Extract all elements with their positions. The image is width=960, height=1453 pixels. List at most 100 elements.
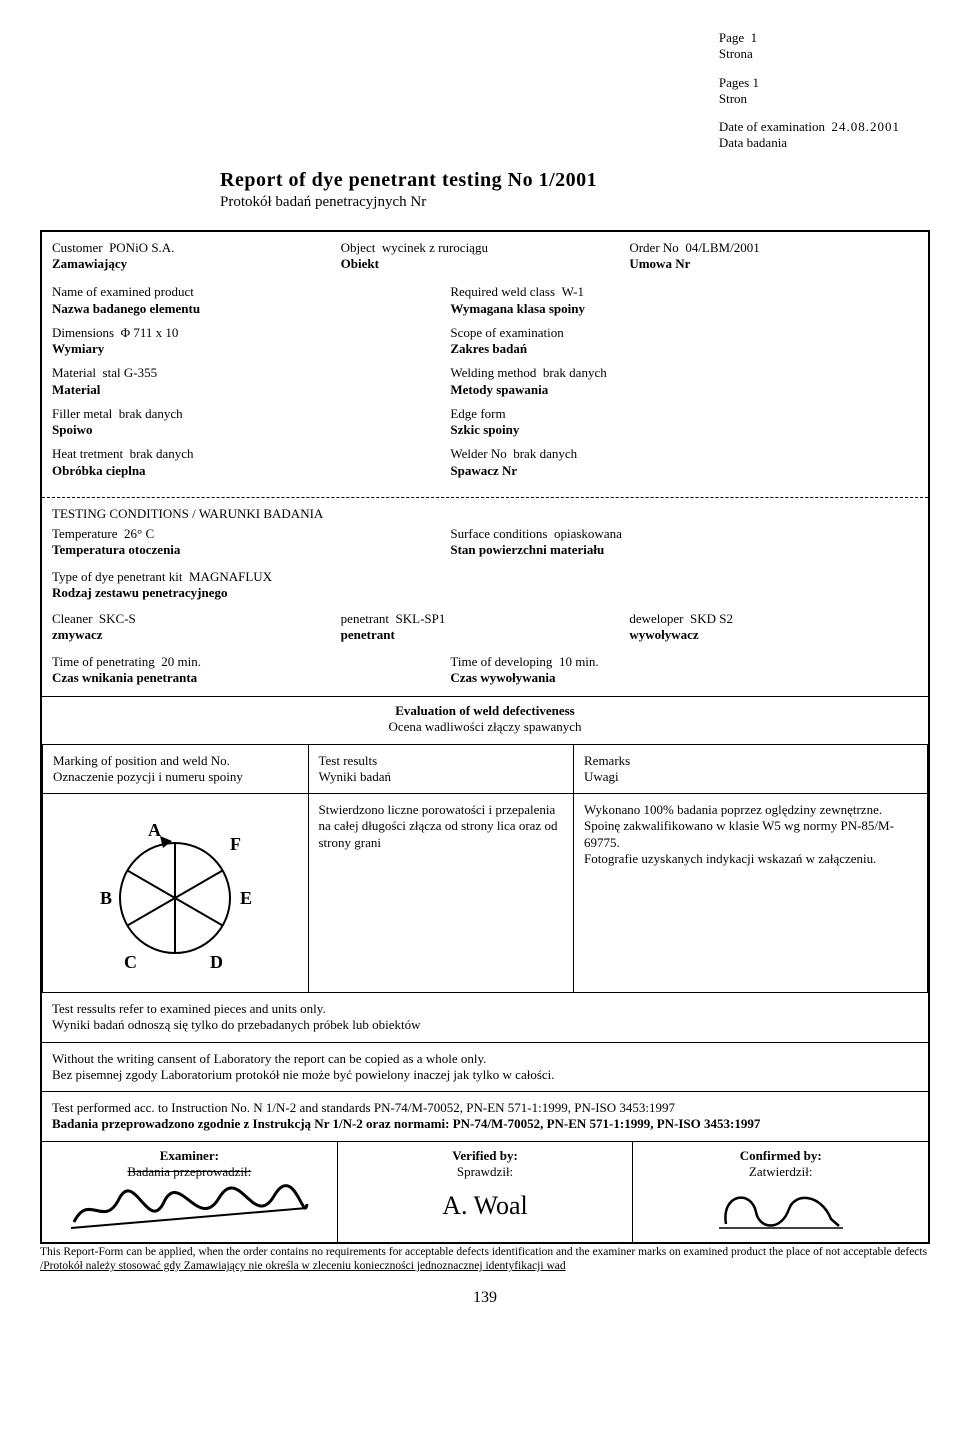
customer-en: Customer — [52, 240, 103, 255]
timedev-pl: Czas wywoływania — [450, 670, 918, 686]
table-row: A F B E C D Stwierdzono liczne porowatoś… — [43, 794, 928, 993]
timepen-en: Time of penetrating — [52, 654, 155, 669]
note-2: Without the writing cansent of Laborator… — [42, 1043, 928, 1092]
pen-pl: penetrant — [341, 627, 630, 643]
examiner-pl: Badania przeprowadził: — [127, 1164, 251, 1179]
report-box: Customer PONiO S.A. Zamawiający Object w… — [40, 230, 930, 1245]
filler-val: brak danych — [119, 406, 183, 421]
title-en: Report of dye penetrant testing No 1/200… — [220, 168, 930, 193]
timedev-en: Time of developing — [450, 654, 552, 669]
report-title: Report of dye penetrant testing No 1/200… — [220, 168, 930, 212]
col1-en: Marking of position and weld No. — [53, 753, 298, 769]
eval-title-pl: Ocena wadliwości złączy spawanych — [42, 719, 928, 735]
footnote: This Report-Form can be applied, when th… — [40, 1246, 930, 1274]
weldmethod-val: brak danych — [543, 365, 607, 380]
note2-pl: Bez pisemnej zgody Laboratorium protokół… — [52, 1067, 918, 1083]
diagram-label-c: C — [124, 952, 137, 972]
reqclass-val: W-1 — [562, 284, 584, 299]
page-number: 139 — [40, 1288, 930, 1308]
scope-en: Scope of examination — [450, 325, 918, 341]
temp-val: 26° C — [124, 526, 154, 541]
signature-confirmed: Confirmed by: Zatwierdził: — [633, 1142, 928, 1243]
page-label-en: Page — [719, 30, 744, 45]
diagram-label-f: F — [230, 834, 241, 854]
weldmethod-en: Welding method — [450, 365, 536, 380]
date-label-pl: Data badania — [719, 135, 900, 151]
kit-en: Type of dye penetrant kit — [52, 569, 183, 584]
note2-en: Without the writing cansent of Laborator… — [52, 1051, 918, 1067]
note-3: Test performed acc. to Instruction No. N… — [42, 1092, 928, 1141]
heat-en: Heat tretment — [52, 446, 123, 461]
page-label-pl: Strona — [719, 46, 900, 62]
order-en: Order No — [629, 240, 678, 255]
examiner-en: Examiner: — [160, 1148, 219, 1163]
dev-val: SKD S2 — [690, 611, 733, 626]
verified-pl: Sprawdził: — [457, 1164, 513, 1179]
section-general: Customer PONiO S.A. Zamawiający Object w… — [42, 232, 928, 497]
col3-en: Remarks — [584, 753, 917, 769]
page-value: 1 — [751, 30, 758, 45]
section-conditions: TESTING CONDITIONS / WARUNKI BADANIA Tem… — [42, 498, 928, 696]
surf-en: Surface conditions — [450, 526, 547, 541]
cleaner-en: Cleaner — [52, 611, 92, 626]
footnote-pl: /Protokół należy stosować gdy Zamawiając… — [40, 1260, 566, 1272]
signature-icon — [711, 1184, 851, 1234]
report-page: Page 1 Strona Pages 1 Stron Date of exam… — [0, 0, 960, 1453]
date-label-en: Date of examination — [719, 119, 825, 134]
timepen-pl: Czas wnikania penetranta — [52, 670, 450, 686]
diagram-label-d: D — [210, 952, 223, 972]
col2-en: Test results — [319, 753, 564, 769]
object-val: wycinek z rurociągu — [382, 240, 488, 255]
diagram-label-e: E — [240, 888, 252, 908]
product-en: Name of examined product — [52, 284, 450, 300]
temp-pl: Temperatura otoczenia — [52, 542, 450, 558]
mat-val: stal G-355 — [103, 365, 158, 380]
welder-val: brak danych — [513, 446, 577, 461]
heat-val: brak danych — [130, 446, 194, 461]
dim-val: Φ 711 x 10 — [121, 325, 179, 340]
dev-pl: wywoływacz — [629, 627, 918, 643]
col3-pl: Uwagi — [584, 769, 917, 785]
product-pl: Nazwa badanego elementu — [52, 301, 450, 317]
col1-pl: Oznaczenie pozycji i numeru spoiny — [53, 769, 298, 785]
results-text: Stwierdzono liczne porowatości i przepal… — [308, 794, 574, 993]
pen-val: SKL-SP1 — [396, 611, 446, 626]
scope-pl: Zakres badań — [450, 341, 918, 357]
order-val: 04/LBM/2001 — [685, 240, 759, 255]
surf-pl: Stan powierzchni materiału — [450, 542, 918, 558]
mat-pl: Material — [52, 382, 450, 398]
eval-title-en: Evaluation of weld defectiveness — [42, 703, 928, 719]
reqclass-en: Required weld class — [450, 284, 555, 299]
cleaner-pl: zmywacz — [52, 627, 341, 643]
weld-diagram: A F B E C D — [53, 802, 298, 984]
verified-en: Verified by: — [452, 1148, 518, 1163]
confirmed-pl: Zatwierdził: — [749, 1164, 813, 1179]
note1-en: Test ressults refer to examined pieces a… — [52, 1001, 918, 1017]
diagram-label-a: A — [148, 820, 161, 840]
verified-name: A. Woal — [348, 1190, 623, 1223]
pages-label-pl: Stron — [719, 91, 900, 107]
edge-en: Edge form — [450, 406, 918, 422]
cleaner-val: SKC-S — [99, 611, 136, 626]
date-value: 24.08.2001 — [832, 119, 901, 134]
dim-en: Dimensions — [52, 325, 114, 340]
surf-val: opiaskowana — [554, 526, 622, 541]
note-1: Test ressults refer to examined pieces a… — [42, 993, 928, 1042]
diagram-label-b: B — [100, 888, 112, 908]
edge-pl: Szkic spoiny — [450, 422, 918, 438]
filler-pl: Spoiwo — [52, 422, 450, 438]
dim-pl: Wymiary — [52, 341, 450, 357]
order-pl: Umowa Nr — [629, 256, 910, 272]
welder-pl: Spawacz Nr — [450, 463, 918, 479]
footnote-en: This Report-Form can be applied, when th… — [40, 1246, 927, 1258]
remarks-text: Wykonano 100% badania poprzez oględziny … — [574, 794, 928, 993]
col2-pl: Wyniki badań — [319, 769, 564, 785]
kit-pl: Rodzaj zestawu penetracyjnego — [52, 585, 918, 601]
filler-en: Filler metal — [52, 406, 112, 421]
timedev-val: 10 min. — [559, 654, 599, 669]
note3-pl: Badania przeprowadzono zgodnie z Instruk… — [52, 1116, 918, 1132]
weldmethod-pl: Metody spawania — [450, 382, 918, 398]
cond-heading: TESTING CONDITIONS / WARUNKI BADANIA — [52, 506, 918, 522]
reqclass-pl: Wymagana klasa spoiny — [450, 301, 918, 317]
pen-en: penetrant — [341, 611, 389, 626]
